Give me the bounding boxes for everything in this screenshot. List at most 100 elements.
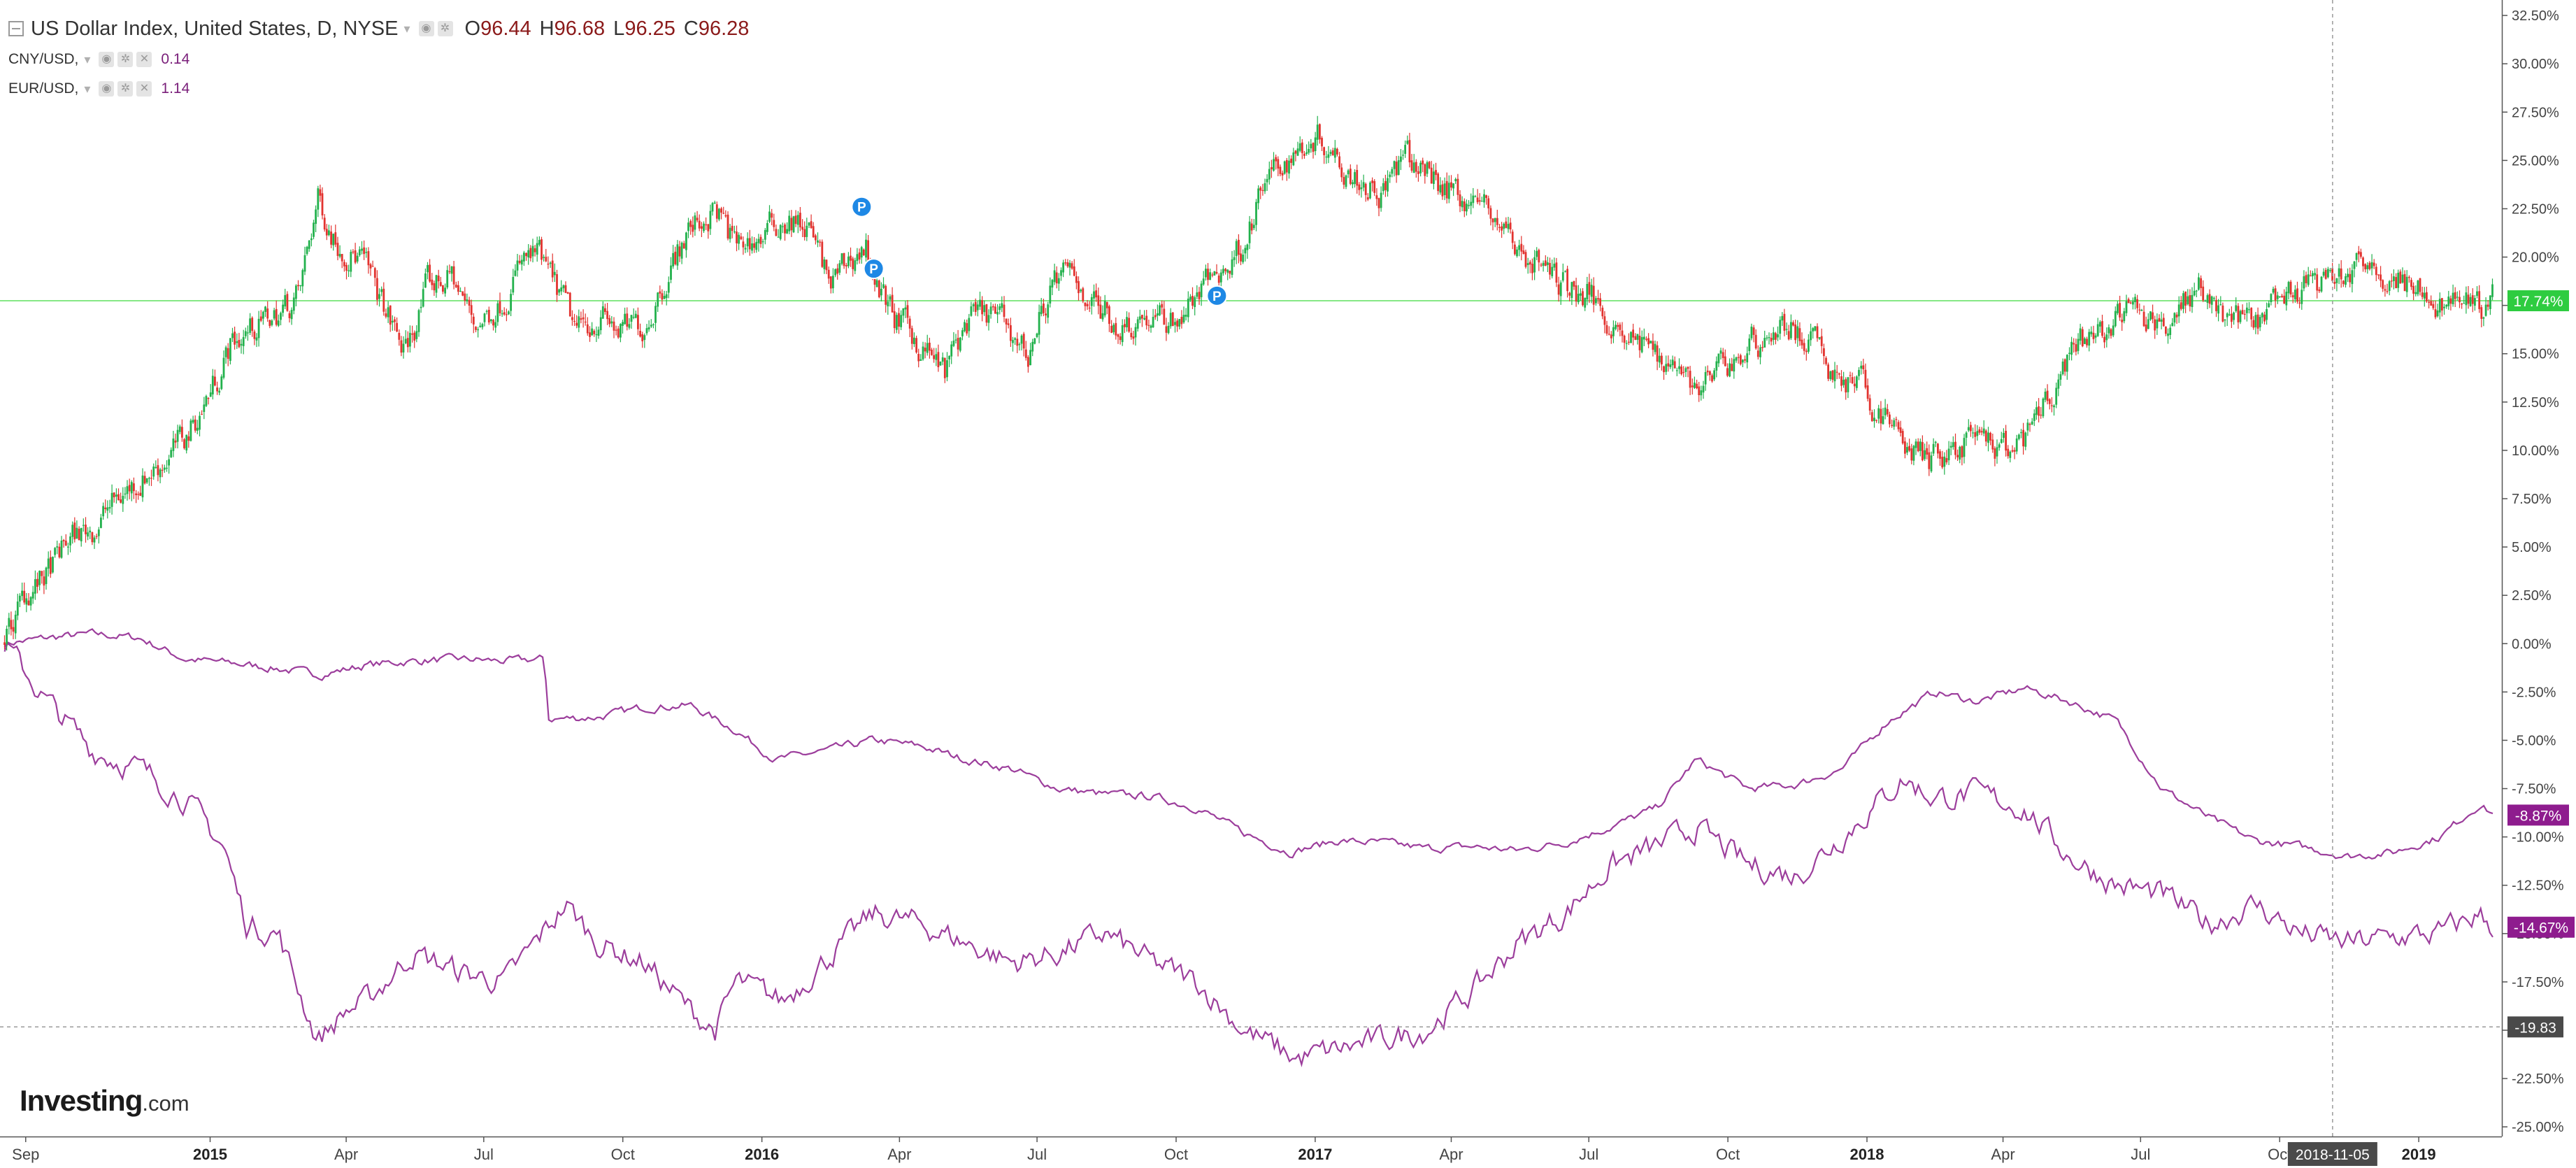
candle bbox=[1071, 261, 1073, 270]
candle bbox=[1397, 155, 1400, 176]
candle bbox=[1658, 348, 1661, 368]
candle bbox=[2094, 333, 2097, 343]
candle bbox=[2235, 297, 2238, 313]
candle bbox=[2231, 306, 2233, 328]
candle bbox=[525, 252, 527, 261]
candle bbox=[2202, 280, 2205, 302]
candle bbox=[64, 534, 67, 546]
candle bbox=[1219, 269, 1222, 288]
candle bbox=[2081, 327, 2084, 348]
candle bbox=[1347, 169, 1350, 178]
candle bbox=[549, 261, 552, 268]
candle bbox=[981, 296, 983, 322]
gear-icon[interactable]: ✲ bbox=[437, 21, 453, 36]
candle bbox=[1314, 131, 1317, 155]
chevron-down-icon[interactable]: ▾ bbox=[84, 52, 91, 66]
candle bbox=[433, 280, 436, 297]
candle bbox=[34, 570, 36, 600]
x-tick-label: 2016 bbox=[745, 1146, 779, 1163]
candle bbox=[244, 327, 247, 339]
candle bbox=[1229, 270, 1231, 279]
candle bbox=[626, 307, 629, 331]
candle bbox=[73, 517, 76, 543]
candle bbox=[908, 315, 911, 337]
close-icon[interactable]: ✕ bbox=[136, 81, 152, 97]
candle bbox=[1937, 443, 1939, 459]
candle bbox=[964, 319, 966, 333]
candle bbox=[1853, 376, 1856, 393]
candle bbox=[2101, 315, 2103, 339]
y-tick-label: 10.00% bbox=[2512, 443, 2559, 459]
candle bbox=[95, 534, 98, 539]
candle bbox=[2075, 339, 2077, 356]
candle bbox=[1785, 322, 1788, 335]
eye-icon[interactable]: ◉ bbox=[99, 52, 115, 67]
candle bbox=[1610, 331, 1612, 344]
candle bbox=[2380, 266, 2382, 287]
candle bbox=[1209, 269, 1211, 280]
candle bbox=[694, 212, 696, 236]
candle bbox=[2208, 289, 2211, 308]
event-marker[interactable]: P bbox=[851, 196, 873, 218]
candle bbox=[1445, 172, 1448, 204]
candle bbox=[224, 346, 227, 364]
candle bbox=[2268, 300, 2270, 308]
series-line-eur-usd bbox=[3, 641, 2493, 1067]
candle bbox=[1279, 164, 1282, 177]
candle bbox=[1702, 380, 1705, 399]
candle bbox=[2276, 292, 2279, 304]
gear-icon[interactable]: ✲ bbox=[117, 52, 134, 67]
candle bbox=[1524, 249, 1527, 269]
chevron-down-icon[interactable]: ▾ bbox=[403, 21, 410, 36]
candle bbox=[1161, 300, 1164, 315]
candle bbox=[1271, 159, 1273, 178]
gear-icon[interactable]: ✲ bbox=[117, 81, 134, 97]
candle bbox=[1277, 156, 1280, 176]
candle bbox=[201, 410, 203, 415]
eye-icon[interactable]: ◉ bbox=[99, 81, 115, 97]
candle bbox=[1829, 370, 1832, 381]
candle bbox=[1932, 438, 1935, 456]
candle bbox=[2042, 397, 2045, 418]
candle bbox=[516, 254, 519, 277]
candle bbox=[2011, 445, 2014, 453]
candle bbox=[409, 325, 411, 352]
chevron-down-icon[interactable]: ▾ bbox=[84, 81, 91, 96]
high-label: H bbox=[539, 17, 554, 40]
candle bbox=[2171, 318, 2174, 327]
candle bbox=[2138, 303, 2141, 315]
candle bbox=[630, 315, 633, 329]
candle bbox=[568, 292, 571, 317]
candle bbox=[2013, 447, 2016, 460]
candle bbox=[701, 222, 703, 237]
candle bbox=[1772, 327, 1775, 346]
eye-icon[interactable]: ◉ bbox=[418, 21, 434, 36]
collapse-icon[interactable] bbox=[8, 21, 24, 36]
candle bbox=[852, 256, 854, 277]
candle bbox=[994, 304, 996, 314]
candle bbox=[1849, 371, 1852, 383]
candle bbox=[1165, 318, 1168, 341]
candle bbox=[115, 488, 117, 504]
candle bbox=[703, 221, 705, 233]
candle bbox=[832, 268, 834, 294]
candle bbox=[236, 333, 238, 349]
candle bbox=[2480, 304, 2483, 327]
candle bbox=[2287, 280, 2290, 300]
candle bbox=[21, 583, 23, 601]
candle bbox=[152, 463, 155, 480]
candle bbox=[1643, 328, 1645, 346]
candle bbox=[2156, 313, 2159, 335]
candle bbox=[1290, 155, 1292, 169]
candle bbox=[1213, 271, 1216, 276]
event-marker[interactable]: P bbox=[1206, 285, 1228, 306]
candle bbox=[1192, 287, 1194, 309]
event-marker[interactable]: P bbox=[863, 258, 885, 280]
candle bbox=[1428, 161, 1431, 170]
close-icon[interactable]: ✕ bbox=[136, 52, 152, 67]
candle bbox=[2005, 425, 2007, 457]
candle bbox=[663, 290, 666, 299]
candle bbox=[1652, 333, 1654, 357]
